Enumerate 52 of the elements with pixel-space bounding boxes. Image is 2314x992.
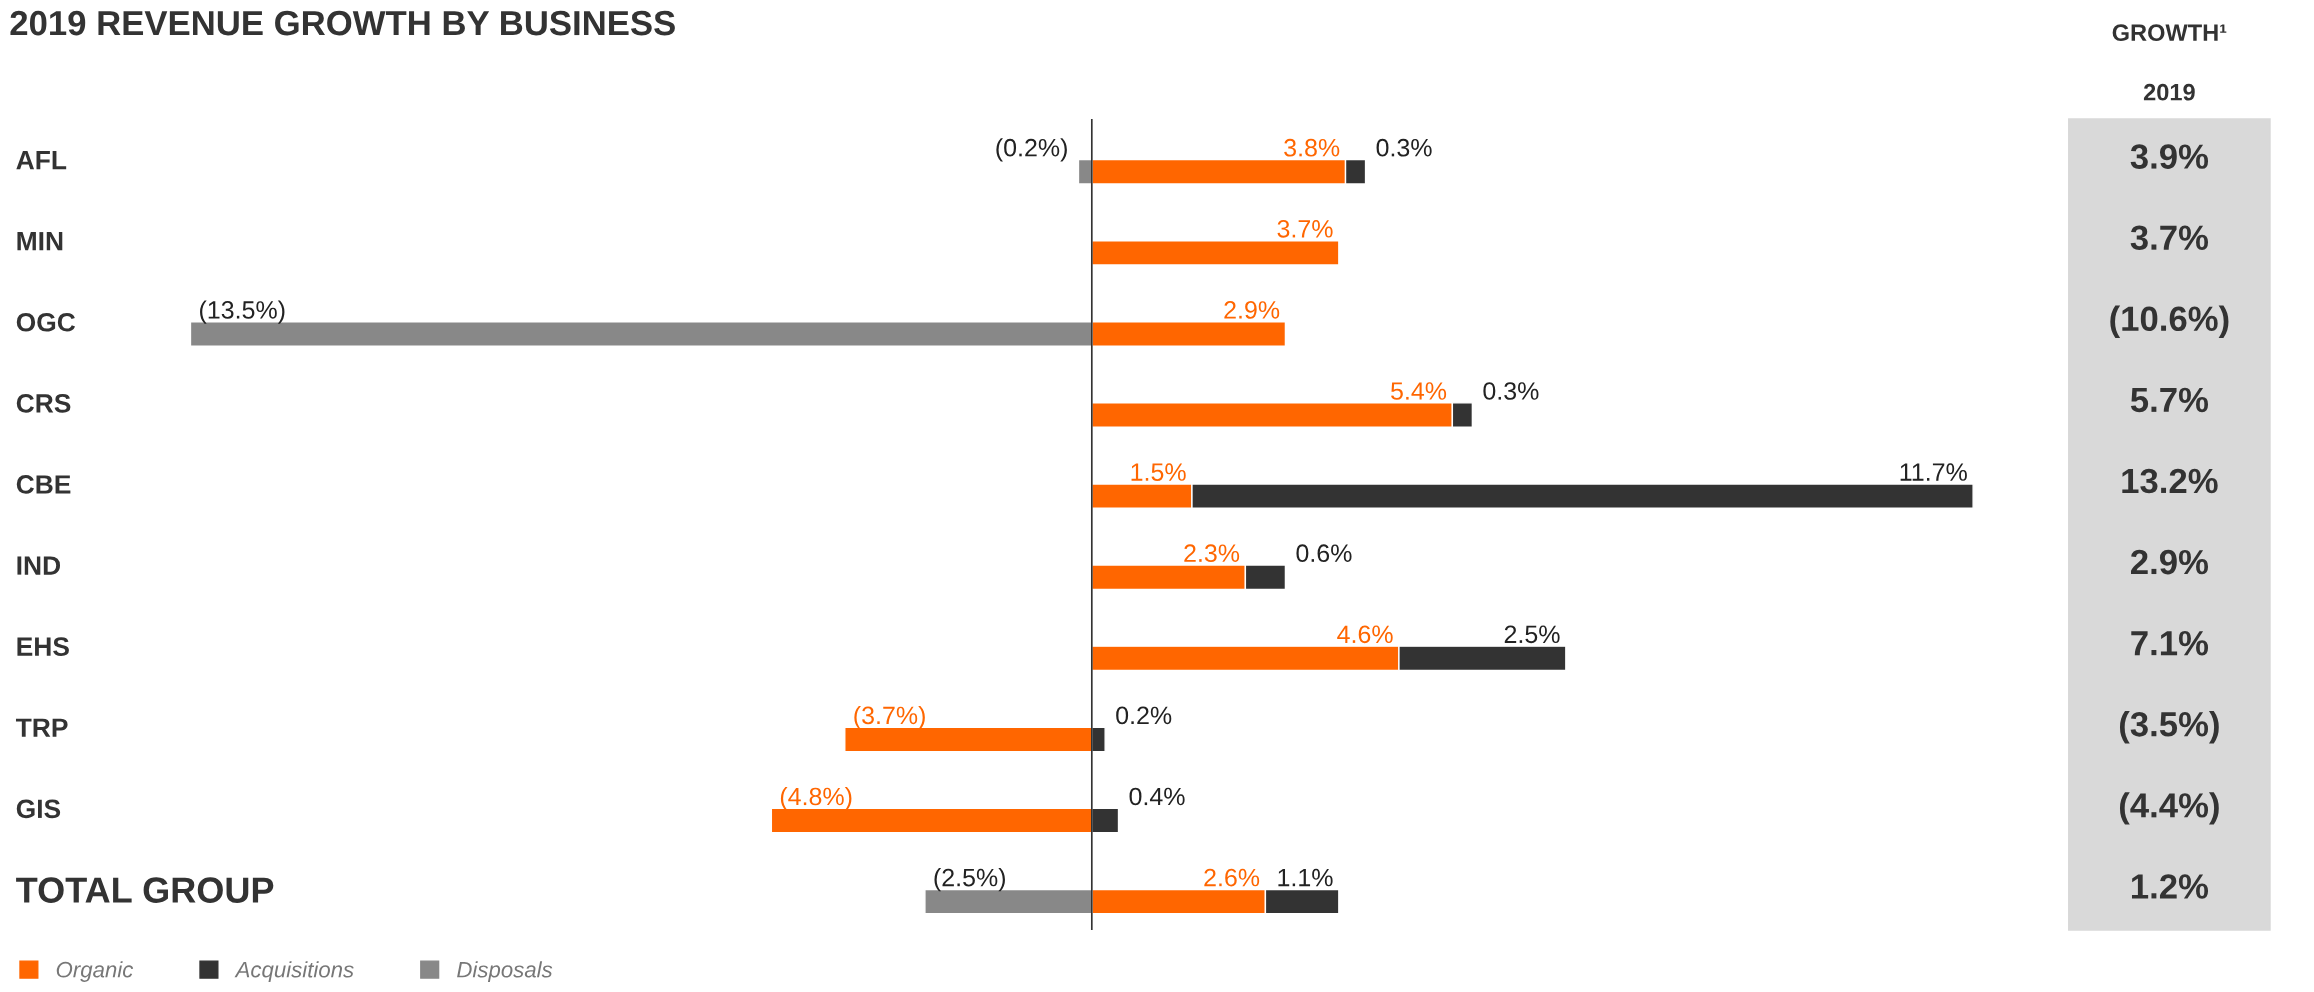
- data-label: 0.3%: [1376, 138, 1432, 157]
- data-label: 3.7%: [1277, 219, 1333, 238]
- data-label: (3.7%): [854, 705, 925, 730]
- y-tick-label: AFL: [16, 151, 67, 170]
- y-tick-label: OGC: [16, 312, 76, 332]
- text: (3.5%): [2119, 711, 2219, 744]
- bar: [1077, 158, 1093, 185]
- y-tick-label: GIS: [16, 799, 61, 819]
- data-label: 0.3%: [1483, 382, 1539, 400]
- data-label: 1.5%: [1131, 463, 1186, 481]
- bar: [844, 726, 1093, 753]
- y-tick-label: CBE: [16, 475, 71, 494]
- data-label: 11.7%: [1900, 463, 1967, 481]
- data-label: 1.1%: [1278, 868, 1333, 887]
- y-tick-label: CRS: [16, 394, 71, 413]
- legend-label: Disposals: [457, 961, 553, 982]
- data-label: 2.9%: [1224, 301, 1280, 319]
- data-label: 2.6%: [1204, 868, 1260, 887]
- data-label: 0.2%: [1116, 706, 1172, 725]
- text: (4.4%): [2119, 792, 2219, 825]
- text: (10.6%): [2110, 305, 2229, 338]
- y-tick-label: MIN: [17, 232, 63, 251]
- y-tick-label: IND: [17, 556, 61, 575]
- text: 13.2%: [2122, 468, 2218, 494]
- text: 2.9%: [2131, 549, 2209, 575]
- text: 5.7%: [2130, 387, 2209, 413]
- y-tick-label: TOTAL GROUP: [16, 877, 274, 903]
- data-label: 4.6%: [1337, 625, 1393, 644]
- bar: [770, 807, 1093, 834]
- bar: [1091, 239, 1340, 266]
- data-label: (0.2%): [996, 138, 1067, 162]
- data-label: (4.8%): [780, 786, 852, 811]
- text: 3.9%: [2130, 144, 2209, 169]
- text: 2019: [2143, 83, 2195, 101]
- data-label: (13.5%): [200, 300, 285, 324]
- data-label: 5.4%: [1391, 382, 1447, 400]
- text: GROWTH¹: [2112, 24, 2227, 42]
- text: 1.2%: [2131, 874, 2209, 899]
- text: 3.7%: [2130, 225, 2209, 251]
- y-tick-label: EHS: [17, 637, 69, 656]
- legend-label: Organic: [56, 961, 134, 982]
- data-label: 2.5%: [1504, 625, 1560, 644]
- data-label: 0.6%: [1296, 544, 1352, 563]
- bar: [1091, 321, 1287, 347]
- y-tick-label: TRP: [15, 718, 68, 737]
- data-label: 0.4%: [1129, 787, 1185, 806]
- chart-title: 2019 REVENUE GROWTH BY BUSINESS: [10, 10, 675, 36]
- data-label: 3.8%: [1284, 138, 1340, 157]
- data-label: (2.5%): [934, 868, 1005, 892]
- text: 7.1%: [2131, 630, 2209, 656]
- data-label: 2.3%: [1184, 544, 1240, 563]
- legend-label: Acquisitions: [234, 961, 354, 982]
